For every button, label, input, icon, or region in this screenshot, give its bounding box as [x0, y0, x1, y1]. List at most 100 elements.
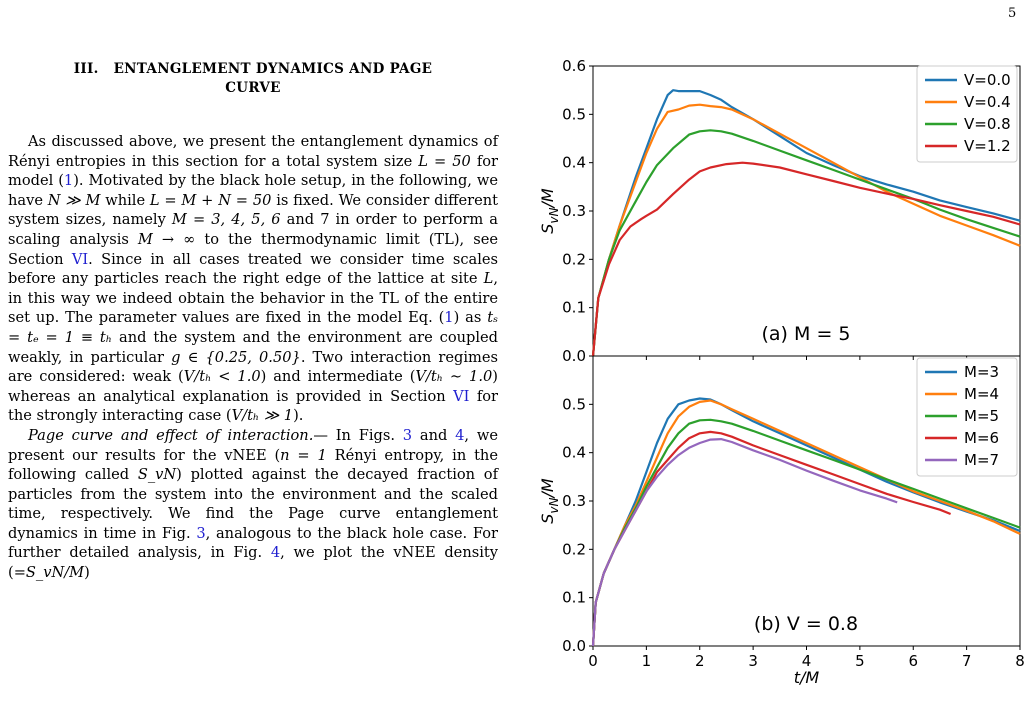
x-tick-label: 0 [588, 652, 598, 670]
page-curve-math: S_vN/M [25, 564, 85, 582]
reference-link[interactable]: 3 [196, 524, 206, 542]
page-curve-text: and [412, 426, 456, 444]
intro-math: M → ∞ [137, 230, 196, 248]
series-line-V-0-0 [591, 89, 1021, 357]
legend-label: V=0.8 [964, 115, 1011, 133]
intro-text: . Two interaction regimes are considered… [8, 348, 498, 386]
page-curve-text: , we plot the vNEE density (= [8, 544, 498, 582]
y-tick-label: 0.4 [562, 154, 586, 172]
page-curve-text: Rényi entropy, in the following called [8, 446, 498, 484]
intro-math: tₛ = tₑ = 1 ≡ tₕ [8, 309, 498, 346]
y-axis-label: SvN/M [538, 188, 561, 234]
intro-text: ) as [453, 309, 488, 327]
legend-label: M=4 [964, 385, 999, 403]
x-tick-label: 2 [695, 652, 705, 670]
intro-text: to the thermodynamic limit (TL), see Sec… [8, 230, 498, 268]
panel-label: (a) M = 5 [762, 323, 851, 345]
intro-text: while [100, 191, 150, 209]
page-number: 5 [1008, 6, 1017, 21]
legend-box [916, 65, 1018, 163]
reference-link[interactable]: VI [453, 387, 470, 405]
y-tick-label: 0.3 [562, 492, 586, 510]
body-text: As discussed above, we present the entan… [8, 132, 498, 583]
page-curve-text: ) [84, 564, 90, 582]
x-tick-label: 8 [1015, 652, 1025, 670]
intro-text: ) whereas an analytical explanation is p… [8, 368, 498, 405]
paragraph-page-curve: Page curve and effect of interaction.— I… [8, 426, 498, 583]
intro-text: ). Motivated by the black hole setup, in… [8, 172, 498, 209]
section-heading: III. ENTANGLEMENT DYNAMICS AND PAGE CURV… [0, 60, 506, 98]
intro-math: L = M + N = 50 [149, 191, 272, 209]
legend-label: M=3 [964, 363, 999, 381]
intro-text: . Since in all cases treated we consider… [8, 250, 498, 288]
intro-text: for model ( [8, 152, 498, 190]
legend-label: V=1.2 [964, 137, 1011, 155]
intro-math: L = 50 [418, 152, 471, 170]
y-tick-label: 0.6 [562, 57, 586, 75]
legend-label: M=7 [964, 451, 999, 469]
intro-math: g ∈ {0.25, 0.50} [171, 348, 301, 366]
intro-text: is fixed. We consider different system s… [8, 191, 498, 229]
y-tick-label: 0.1 [562, 299, 586, 317]
reference-link[interactable]: 3 [402, 426, 413, 444]
reference-link[interactable]: 4 [270, 544, 281, 562]
intro-math: V/tₕ ∼ 1.0 [415, 368, 493, 386]
x-tick-label: 5 [855, 652, 865, 670]
y-tick-label: 0.0 [562, 347, 586, 365]
series-line-V-1-2 [591, 161, 1021, 357]
legend: M=3 M=4 M=5 M=6 M=7 [916, 357, 1018, 477]
page-curve-math: S_vN [137, 466, 177, 484]
series-line-M-4 [591, 399, 1021, 647]
series-line-V-0-4 [591, 103, 1021, 357]
intro-text: for the strongly interacting case ( [8, 387, 498, 425]
y-tick-label: 0.2 [562, 540, 586, 558]
legend-label: M=6 [964, 429, 999, 447]
x-axis-label: t/M [794, 668, 820, 687]
intro-text: ). [293, 407, 304, 425]
x-tick-label: 3 [748, 652, 758, 670]
x-tick-label: 7 [962, 652, 972, 670]
page-curve-math: Page curve and effect of interaction. [28, 426, 314, 444]
reference-link[interactable]: 4 [455, 426, 465, 444]
page-curve-text: ) plotted against the decayed fraction o… [8, 466, 498, 542]
chart-panel-b: 0.00.10.20.30.40.50 1 2 3 4 5 6 7 8t/MSvN/MM=3M=… [538, 355, 1025, 687]
page-curve-text: , analogous to the black hole case. For … [8, 524, 498, 562]
y-axis-label: SvN/M [538, 478, 561, 524]
intro-text: and the system and the environment are c… [8, 328, 498, 366]
reference-link[interactable]: 1 [63, 172, 74, 190]
legend-box [916, 357, 1018, 477]
panel-label: (b) V = 0.8 [754, 613, 858, 635]
page-curve-text: , we present our results for the vNEE ( [8, 426, 498, 464]
legend-label: V=0.0 [964, 71, 1011, 89]
y-tick-label: 0.0 [562, 637, 586, 655]
intro-text: and 7 in order to perform a scaling anal… [8, 211, 498, 248]
y-tick-label: 0.5 [562, 105, 586, 123]
x-tick-label: 1 [642, 652, 652, 670]
page-curve-math: n = 1 [280, 446, 327, 464]
intro-math: L [483, 270, 494, 288]
intro-math: N ≫ M [47, 191, 101, 209]
y-tick-label: 0.2 [562, 250, 586, 268]
legend-label: M=5 [964, 407, 999, 425]
intro-text: ) and intermediate ( [260, 368, 416, 386]
intro-math: V/tₕ ≫ 1 [231, 407, 294, 425]
chart-panel-a: 0.00.10.20.30.40.50.6SvN/MV=0.0V=0.4V=0.… [538, 57, 1021, 365]
intro-math: M = 3, 4, 5, 6 [171, 211, 281, 229]
x-tick-label: 4 [802, 652, 812, 670]
intro-math: V/tₕ < 1.0 [183, 368, 261, 386]
section-title-line1: III. ENTANGLEMENT DYNAMICS AND PAGE [73, 61, 433, 77]
y-tick-label: 0.5 [562, 395, 586, 413]
paragraph-intro: As discussed above, we present the entan… [8, 132, 498, 426]
series-line-M-5 [591, 418, 1021, 647]
reference-link[interactable]: VI [71, 250, 89, 268]
section-title-line2: CURVE [225, 80, 281, 96]
page-curve-text: — In Figs. [313, 426, 403, 444]
legend-label: V=0.4 [964, 93, 1011, 111]
x-tick-label: 6 [908, 652, 918, 670]
y-tick-label: 0.4 [562, 444, 586, 462]
reference-link[interactable]: 1 [444, 309, 454, 327]
series-line-M-7 [591, 438, 898, 647]
intro-text: , in this way we indeed obtain the behav… [8, 270, 498, 327]
intro-text: As discussed above, we present the entan… [8, 133, 498, 170]
